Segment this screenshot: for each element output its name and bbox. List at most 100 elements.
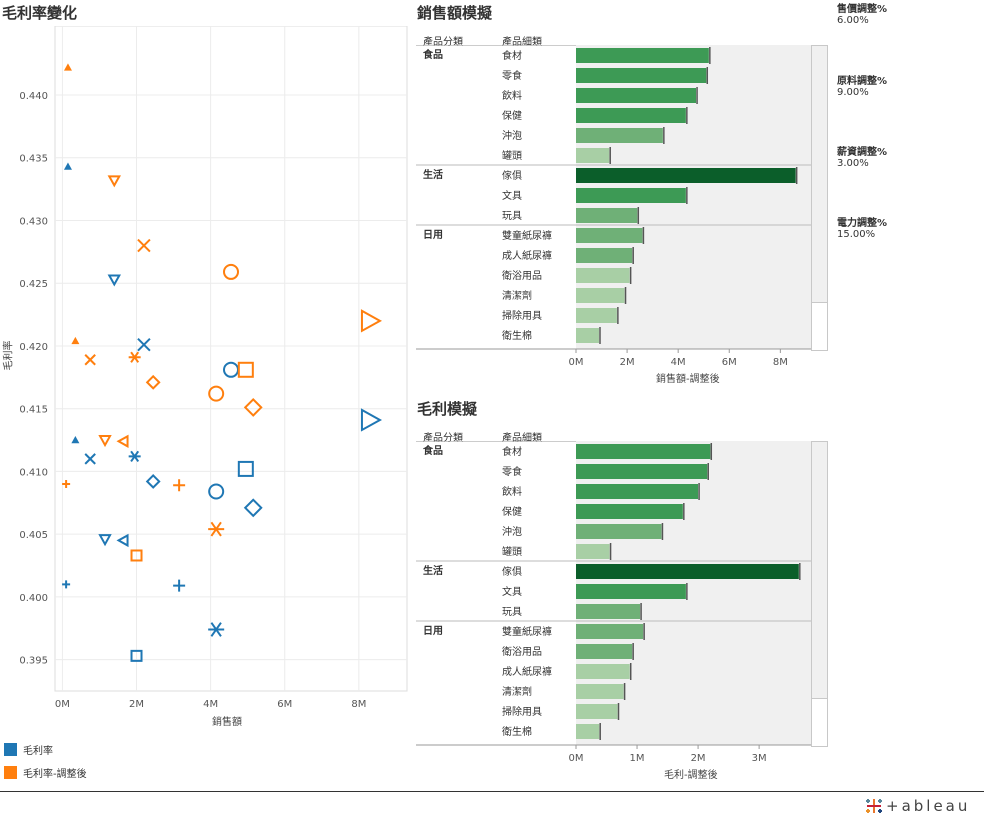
x-tick-label: 6M: [277, 699, 292, 710]
data-bar: [576, 704, 618, 719]
data-point: [130, 649, 143, 662]
data-bar: [576, 148, 610, 163]
tableau-logo[interactable]: +ableau: [864, 796, 970, 816]
data-bar: [576, 644, 633, 659]
sales-scrollbar[interactable]: [811, 45, 828, 351]
sales-col-cat[interactable]: 產品分類: [423, 37, 463, 48]
data-point: [130, 549, 143, 562]
data-bar: [576, 208, 638, 223]
data-point: [84, 453, 96, 465]
profit-scroll-thumb[interactable]: [812, 698, 827, 746]
profit-col-sub[interactable]: 產品細類: [502, 433, 542, 444]
row-label: 零食: [502, 69, 522, 82]
legend-item-gross-margin[interactable]: 毛利率: [4, 742, 87, 757]
param-value[interactable]: 9.00%: [837, 87, 869, 98]
data-point: [107, 274, 121, 287]
data-bar: [576, 328, 599, 343]
data-point: [116, 434, 129, 449]
row-label: 保健: [502, 505, 522, 518]
data-bar: [576, 504, 683, 519]
row-label: 衛浴用品: [502, 269, 542, 282]
row-label: 傢俱: [502, 565, 522, 578]
data-point: [173, 579, 186, 592]
data-point: [62, 479, 71, 488]
data-bar: [576, 48, 709, 63]
sales-scroll-thumb[interactable]: [812, 302, 827, 350]
data-bar: [576, 288, 625, 303]
data-point: [71, 336, 80, 345]
x-tick-label: 8M: [773, 357, 788, 368]
scatter-chart[interactable]: 0M 2M 4M 6M 8M 0.395 0.400 0.405 0.410 0.415 0.420…: [0, 26, 410, 756]
tableau-cross-icon: [866, 799, 882, 813]
data-bar: [576, 724, 600, 739]
y-tick-label: 0.405: [19, 530, 48, 541]
data-bar: [576, 268, 630, 283]
param-salary[interactable]: 薪資調整% 3.00%: [837, 143, 887, 169]
data-bar: [576, 68, 707, 83]
row-label: 衛浴用品: [502, 645, 542, 658]
group-label: 日用: [423, 229, 443, 241]
x-tick-label: 1M: [630, 753, 645, 764]
data-point: [137, 238, 151, 253]
data-bar: [576, 444, 711, 459]
legend-swatch-orange: [4, 766, 17, 779]
param-value[interactable]: 3.00%: [837, 158, 869, 169]
x-tick-label: 3M: [752, 753, 767, 764]
data-bar: [576, 684, 624, 699]
x-tick-label: 2M: [691, 753, 706, 764]
data-bar: [576, 604, 641, 619]
param-power[interactable]: 電力調整% 15.00%: [837, 214, 887, 240]
param-label: 薪資調整%: [837, 147, 888, 158]
legend: 毛利率 毛利率-調整後: [4, 742, 87, 780]
param-price[interactable]: 售價調整% 6.00%: [837, 0, 887, 26]
row-label: 清潔劑: [502, 289, 532, 302]
x-tick-label: 0M: [55, 699, 70, 710]
data-bar: [576, 564, 799, 579]
data-point: [137, 337, 151, 352]
profit-scrollbar[interactable]: [811, 441, 828, 747]
y-tick-label: 0.415: [19, 405, 48, 416]
footer-divider: [0, 791, 984, 792]
param-value[interactable]: 15.00%: [837, 229, 876, 240]
y-tick-label: 0.435: [19, 154, 48, 165]
param-label: 電力調整%: [837, 218, 888, 229]
data-bar: [576, 308, 617, 323]
row-label: 衛生棉: [502, 329, 532, 342]
profit-title: 毛利模擬: [417, 400, 478, 418]
row-label: 雙童紙尿褲: [502, 229, 552, 242]
data-point: [208, 483, 225, 500]
row-label: 掃除用具: [502, 309, 542, 322]
data-point: [208, 622, 225, 637]
data-bar: [576, 188, 686, 203]
data-bar: [576, 88, 697, 103]
data-bar: [576, 544, 610, 559]
data-point: [208, 385, 225, 402]
legend-label: 毛利率: [23, 746, 53, 757]
data-bar: [576, 228, 643, 243]
y-tick-label: 0.425: [19, 279, 48, 290]
profit-col-cat[interactable]: 產品分類: [423, 433, 463, 444]
row-label: 玩具: [502, 606, 522, 618]
row-label: 沖泡: [502, 129, 522, 142]
row-label: 食材: [502, 49, 522, 62]
group-label: 生活: [423, 168, 443, 181]
data-bar: [576, 128, 663, 143]
param-value[interactable]: 6.00%: [837, 15, 869, 26]
legend-item-adjusted[interactable]: 毛利率-調整後: [4, 765, 87, 780]
data-bar: [576, 584, 686, 599]
row-label: 傢俱: [502, 169, 522, 182]
row-label: 飲料: [502, 89, 522, 102]
y-tick-label: 0.395: [19, 656, 48, 667]
scatter-xlabel: 銷售額: [212, 717, 242, 728]
group-label: 生活: [423, 564, 443, 577]
row-label: 文具: [502, 189, 522, 202]
x-tick-label: 0M: [569, 753, 584, 764]
data-point: [62, 580, 71, 589]
param-material[interactable]: 原料調整% 9.00%: [837, 72, 887, 98]
sales-col-sub[interactable]: 產品細類: [502, 37, 542, 48]
y-tick-label: 0.410: [19, 467, 48, 478]
data-bar: [576, 168, 796, 183]
row-label: 成人紙尿褲: [502, 249, 552, 262]
